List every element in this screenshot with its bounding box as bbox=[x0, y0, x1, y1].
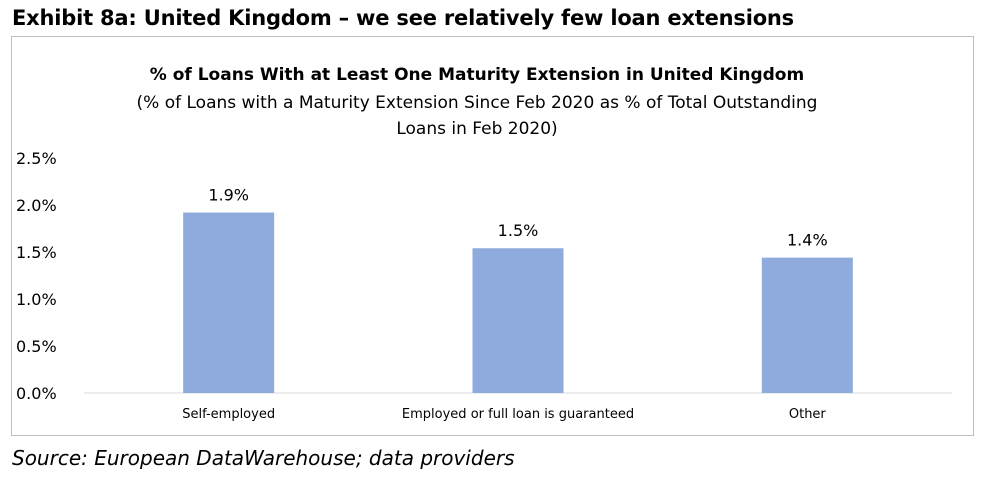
y-tick-label: 0.5% bbox=[16, 337, 57, 356]
chart-subtitle-line-2: Loans in Feb 2020) bbox=[396, 119, 557, 139]
y-tick-label: 2.5% bbox=[16, 149, 57, 168]
source-note: Source: European DataWarehouse; data pro… bbox=[12, 446, 515, 470]
data-label: 1.5% bbox=[498, 221, 539, 240]
x-tick-label: Self-employed bbox=[182, 407, 275, 422]
chart-subtitle-line-1: (% of Loans with a Maturity Extension Si… bbox=[137, 93, 818, 113]
exhibit-title: Exhibit 8a: United Kingdom – we see rela… bbox=[12, 6, 794, 30]
x-tick-label: Employed or full loan is guaranteed bbox=[402, 407, 634, 422]
data-label: 1.4% bbox=[787, 231, 828, 250]
bar bbox=[761, 257, 853, 393]
y-tick-label: 0.0% bbox=[16, 384, 57, 403]
chart-frame: % of Loans With at Least One Maturity Ex… bbox=[11, 36, 974, 436]
plot-area: 0.0% 0.5% 1.0% 1.5% 2.0% 2.5% 1.9% Self-employe… bbox=[16, 149, 952, 422]
y-tick-label: 1.5% bbox=[16, 243, 57, 262]
chart-title: % of Loans With at Least One Maturity Ex… bbox=[150, 65, 804, 85]
y-tick-label: 1.0% bbox=[16, 290, 57, 309]
x-tick-label: Other bbox=[789, 407, 827, 422]
bar bbox=[183, 212, 275, 393]
data-label: 1.9% bbox=[208, 186, 249, 205]
y-tick-label: 2.0% bbox=[16, 196, 57, 215]
bar-chart: % of Loans With at Least One Maturity Ex… bbox=[16, 65, 952, 422]
bar bbox=[472, 248, 564, 393]
